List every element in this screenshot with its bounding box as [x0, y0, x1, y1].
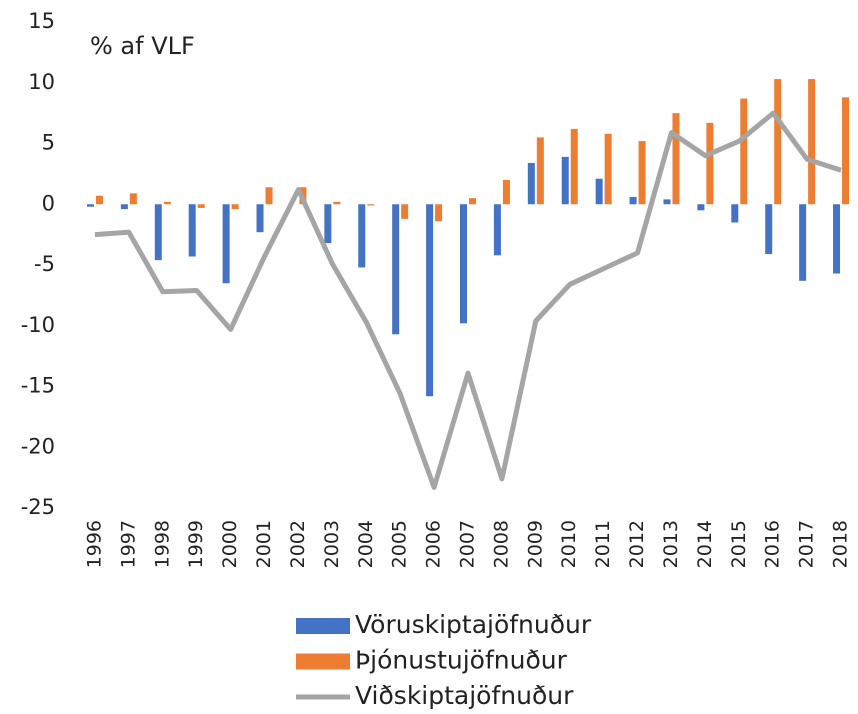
bar	[222, 204, 230, 284]
bar	[163, 201, 171, 205]
bar	[95, 195, 103, 205]
y-tick-label: -20	[21, 434, 55, 458]
x-tick-label: 2002	[287, 520, 309, 568]
x-tick-label: 2005	[389, 520, 411, 568]
bar	[120, 204, 128, 210]
bar	[842, 97, 850, 205]
bar	[129, 193, 137, 205]
bar	[401, 204, 409, 219]
bar	[672, 113, 680, 205]
bar	[765, 204, 773, 255]
bar	[799, 204, 807, 281]
bar	[502, 179, 510, 205]
bar	[536, 137, 544, 205]
x-tick-label: 2009	[524, 520, 546, 568]
x-tick-label: 2018	[830, 520, 852, 568]
bar	[561, 156, 569, 205]
y-tick-label: 15	[28, 9, 55, 33]
x-tick-label: 1996	[83, 520, 105, 568]
y-tick-label: 0	[42, 191, 55, 215]
bar	[358, 204, 366, 268]
y-tick-label: 10	[28, 70, 55, 94]
bar	[663, 199, 671, 205]
bar	[392, 204, 400, 335]
x-tick-label: 2004	[355, 520, 377, 568]
legend-swatch	[296, 653, 350, 670]
x-tick-label: 2010	[558, 520, 580, 568]
bar	[197, 204, 205, 208]
bar	[426, 204, 434, 397]
x-tick-label: 2017	[796, 520, 818, 568]
line	[94, 110, 842, 490]
x-tick-label: 2016	[762, 520, 784, 568]
bar	[324, 204, 332, 244]
x-tick-label: 2001	[253, 520, 275, 568]
bar	[638, 141, 646, 205]
bar	[731, 204, 739, 223]
x-tick-label: 1997	[117, 520, 139, 568]
bar	[265, 187, 273, 205]
bar	[706, 122, 714, 205]
bar	[774, 79, 782, 205]
x-tick-label: 2015	[728, 520, 750, 568]
bar	[493, 204, 501, 256]
x-tick-label: 2011	[592, 520, 614, 568]
legend-label: Vöruskiptajöfnuður	[355, 610, 592, 639]
legend-label: Þjónustujöfnuður	[355, 646, 568, 675]
y-tick-label: -5	[34, 252, 55, 276]
x-tick-label: 2006	[423, 520, 445, 568]
bar	[460, 204, 467, 324]
bar	[527, 162, 535, 205]
bar	[333, 201, 341, 205]
bar	[808, 79, 816, 205]
bar	[86, 204, 94, 207]
x-tick-label: 2003	[321, 520, 343, 568]
x-tick-label: 2007	[457, 520, 479, 568]
bar	[697, 204, 705, 211]
annotation: % af VLF	[90, 32, 195, 60]
y-tick-label: 5	[42, 131, 55, 155]
legend-label: Viðskiptajöfnuður	[355, 681, 574, 710]
bar	[604, 133, 612, 205]
y-tick-label: -25	[21, 495, 55, 519]
bar	[570, 128, 578, 205]
legend-swatch	[296, 618, 350, 634]
bar	[256, 204, 264, 233]
bar	[740, 98, 748, 205]
bar	[367, 204, 375, 206]
x-tick-label: 1999	[185, 520, 207, 568]
bar	[629, 196, 637, 205]
x-tick-label: 2014	[694, 520, 716, 568]
bar	[595, 178, 603, 205]
x-tick-label: 2000	[219, 520, 241, 568]
bar	[154, 204, 162, 261]
x-tick-label: 2012	[626, 520, 648, 568]
x-tick-label: 2013	[660, 520, 682, 568]
bar	[833, 204, 841, 274]
x-tick-label: 2008	[490, 520, 512, 568]
bar	[435, 204, 443, 222]
bar	[188, 204, 196, 257]
bar	[231, 204, 239, 210]
bar	[469, 198, 476, 205]
y-tick-label: -10	[21, 313, 55, 337]
x-tick-label: 1998	[151, 520, 173, 568]
y-tick-label: -15	[21, 374, 55, 398]
